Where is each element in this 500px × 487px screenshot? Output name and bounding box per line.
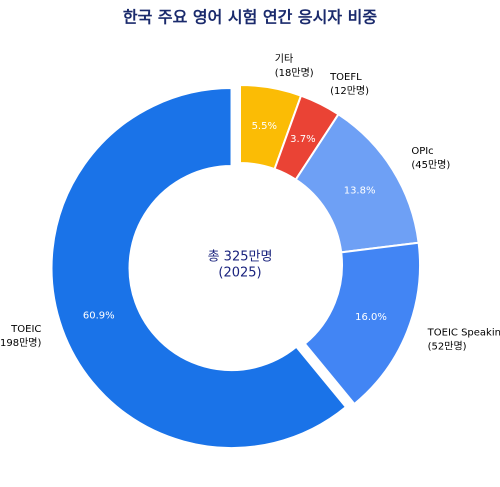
- category-sublabel: (52만명): [428, 341, 467, 353]
- value-label: 13.8%: [344, 185, 376, 196]
- value-label: 5.5%: [252, 121, 277, 132]
- chart-title: 한국 주요 영어 시험 연간 응시자 비중: [123, 8, 378, 27]
- value-label: 60.9%: [83, 311, 115, 322]
- donut-slice: [303, 241, 421, 406]
- category-sublabel: (198만명): [0, 337, 41, 349]
- category-sublabel: (18만명): [275, 67, 314, 79]
- category-label: OPIc: [411, 146, 433, 157]
- category-sublabel: (45만명): [411, 159, 450, 171]
- category-label: TOEIC: [10, 324, 41, 335]
- category-label: 기타: [275, 53, 293, 65]
- category-label: TOEFL: [329, 72, 362, 83]
- value-label: 3.7%: [290, 134, 315, 145]
- category-label: TOEIC Speaking: [427, 328, 500, 339]
- category-sublabel: (12만명): [330, 85, 369, 97]
- value-label: 16.0%: [355, 312, 387, 323]
- center-text: (2025): [218, 266, 261, 281]
- center-text: 총 325만명: [208, 250, 273, 265]
- donut-slice: [50, 87, 348, 450]
